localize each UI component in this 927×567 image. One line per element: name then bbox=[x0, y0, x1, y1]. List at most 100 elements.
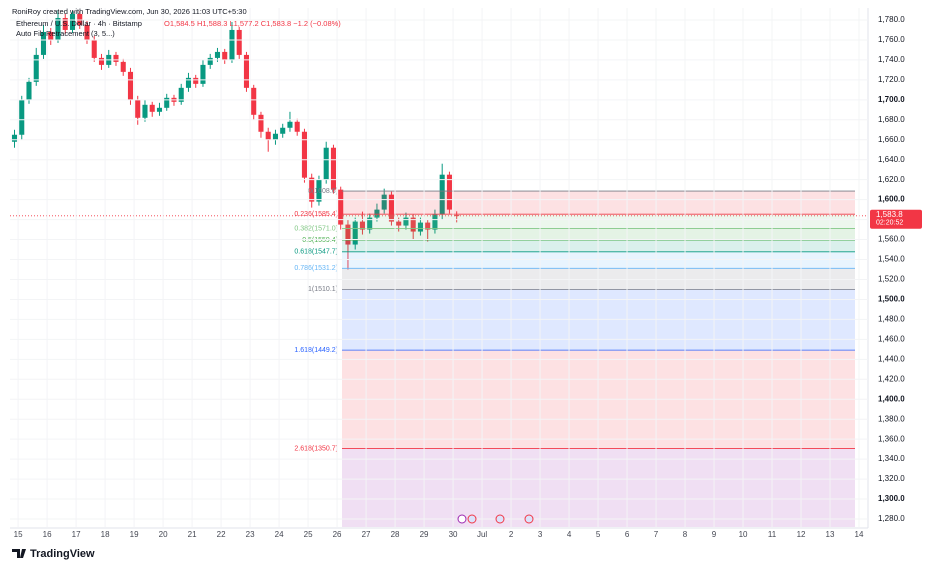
candle-body bbox=[265, 131, 271, 140]
y-tick-label: 1,520.0 bbox=[878, 275, 905, 284]
candle-body bbox=[352, 221, 358, 245]
last-price-box bbox=[870, 209, 922, 229]
y-tick-label: 1,280.0 bbox=[878, 514, 905, 523]
candle-body bbox=[164, 97, 170, 108]
x-tick-label: 12 bbox=[797, 530, 806, 539]
y-tick-label: 1,480.0 bbox=[878, 315, 905, 324]
x-tick-label: 28 bbox=[391, 530, 400, 539]
x-tick-label: 13 bbox=[826, 530, 835, 539]
fib-level-label: 0.786(1531.2) bbox=[294, 265, 338, 272]
candle-body bbox=[26, 81, 32, 100]
symbol: Ethereum / U.S. Dollar · 4h · Bitstamp bbox=[16, 19, 142, 28]
x-tick-label: 2 bbox=[509, 530, 514, 539]
y-tick-label: 1,320.0 bbox=[878, 474, 905, 483]
event-icon[interactable] bbox=[495, 514, 505, 524]
y-tick-label: 1,400.0 bbox=[878, 394, 905, 403]
event-icon[interactable] bbox=[524, 514, 534, 524]
candle-body bbox=[178, 87, 184, 102]
x-tick-label: 21 bbox=[188, 530, 197, 539]
candle-body bbox=[454, 215, 460, 217]
x-tick-label: 30 bbox=[449, 530, 458, 539]
y-tick-label: 1,360.0 bbox=[878, 434, 905, 443]
fib-level-label: 0(1608.6) bbox=[308, 188, 338, 195]
candle-body bbox=[359, 221, 365, 230]
candle-body bbox=[410, 217, 416, 232]
y-tick-label: 1,540.0 bbox=[878, 255, 905, 264]
candle-body bbox=[280, 127, 286, 134]
candle-body bbox=[229, 29, 235, 60]
x-tick-label: Jul bbox=[477, 530, 487, 539]
candle-body bbox=[142, 104, 148, 118]
candle-body bbox=[396, 221, 402, 226]
candle-body bbox=[98, 57, 105, 65]
x-tick-label: 27 bbox=[362, 530, 371, 539]
y-tick-label: 1,660.0 bbox=[878, 135, 905, 144]
candle-body bbox=[62, 17, 68, 30]
candle-body bbox=[272, 133, 278, 140]
candle-body bbox=[48, 31, 54, 40]
candle-body bbox=[425, 222, 431, 230]
candle-body bbox=[403, 217, 409, 226]
candle-body bbox=[309, 177, 315, 202]
x-tick-label: 10 bbox=[739, 530, 748, 539]
grid-layer bbox=[10, 8, 868, 527]
candle-body bbox=[338, 189, 344, 225]
candle-body bbox=[113, 54, 119, 62]
fib-level-label: 0.618(1547.7) bbox=[294, 249, 338, 256]
y-tick-label: 1,740.0 bbox=[878, 55, 905, 64]
x-tick-label: 29 bbox=[420, 530, 429, 539]
y-tick-label: 1,300.0 bbox=[878, 494, 905, 503]
fib-level-label: 1(1510.1) bbox=[308, 286, 338, 293]
candle-body bbox=[149, 104, 155, 112]
last-price-label: 1,583.8 bbox=[876, 210, 903, 219]
x-tick-label: 8 bbox=[683, 530, 688, 539]
x-tick-label: 9 bbox=[712, 530, 717, 539]
candle-body bbox=[417, 222, 423, 232]
y-tick-label: 1,420.0 bbox=[878, 374, 905, 383]
y-tick-label: 1,600.0 bbox=[878, 195, 905, 204]
x-tick-label: 16 bbox=[43, 530, 52, 539]
fib-layer: 0(1608.6) 0.236(1585.4) 0.382(1571.0) 0.5(1… bbox=[294, 188, 855, 527]
event-icon[interactable] bbox=[467, 514, 477, 524]
x-tick-label: 15 bbox=[14, 530, 23, 539]
fib-level-label: 1.618(1449.2) bbox=[294, 347, 338, 354]
candle-body bbox=[287, 121, 293, 128]
candle-body bbox=[301, 131, 307, 178]
candle-body bbox=[214, 51, 221, 58]
x-tick-label: 19 bbox=[130, 530, 139, 539]
candle-body bbox=[200, 64, 206, 84]
candle-body bbox=[120, 61, 126, 72]
candle-body bbox=[236, 29, 242, 55]
x-tick-label: 7 bbox=[654, 530, 659, 539]
event-icons bbox=[457, 514, 534, 524]
y-tick-label: 1,620.0 bbox=[878, 175, 905, 184]
candle-body bbox=[323, 147, 329, 180]
candle-body bbox=[243, 54, 250, 88]
candle-body bbox=[374, 209, 380, 218]
y-tick-label: 1,640.0 bbox=[878, 155, 905, 164]
candle-body bbox=[69, 13, 76, 30]
candle-body bbox=[11, 134, 18, 142]
y-tick-label: 1,460.0 bbox=[878, 334, 905, 343]
fib-level-label: 0.5(1559.4) bbox=[302, 237, 338, 244]
event-icon[interactable] bbox=[457, 514, 467, 524]
brand-logo: TradingView bbox=[12, 548, 95, 560]
x-tick-label: 6 bbox=[625, 530, 630, 539]
candle-body bbox=[127, 71, 134, 100]
candle-body bbox=[330, 147, 336, 190]
candle-body bbox=[156, 107, 163, 112]
candle-body bbox=[207, 57, 213, 65]
fib-level-label: 0.236(1585.4) bbox=[294, 211, 338, 218]
y-tick-label: 1,700.0 bbox=[878, 95, 905, 104]
fib-level-label: 2.618(1350.7) bbox=[294, 445, 338, 452]
y-tick-label: 1,680.0 bbox=[878, 115, 905, 124]
candle-body bbox=[446, 174, 452, 210]
y-tick-label: 1,440.0 bbox=[878, 354, 905, 363]
candle-body bbox=[251, 87, 257, 115]
x-tick-label: 22 bbox=[217, 530, 226, 539]
x-tick-label: 14 bbox=[855, 530, 864, 539]
countdown-label: 02:20:52 bbox=[876, 220, 903, 227]
candle-body bbox=[185, 77, 192, 88]
x-tick-label: 17 bbox=[72, 530, 81, 539]
candle-body bbox=[91, 39, 97, 58]
